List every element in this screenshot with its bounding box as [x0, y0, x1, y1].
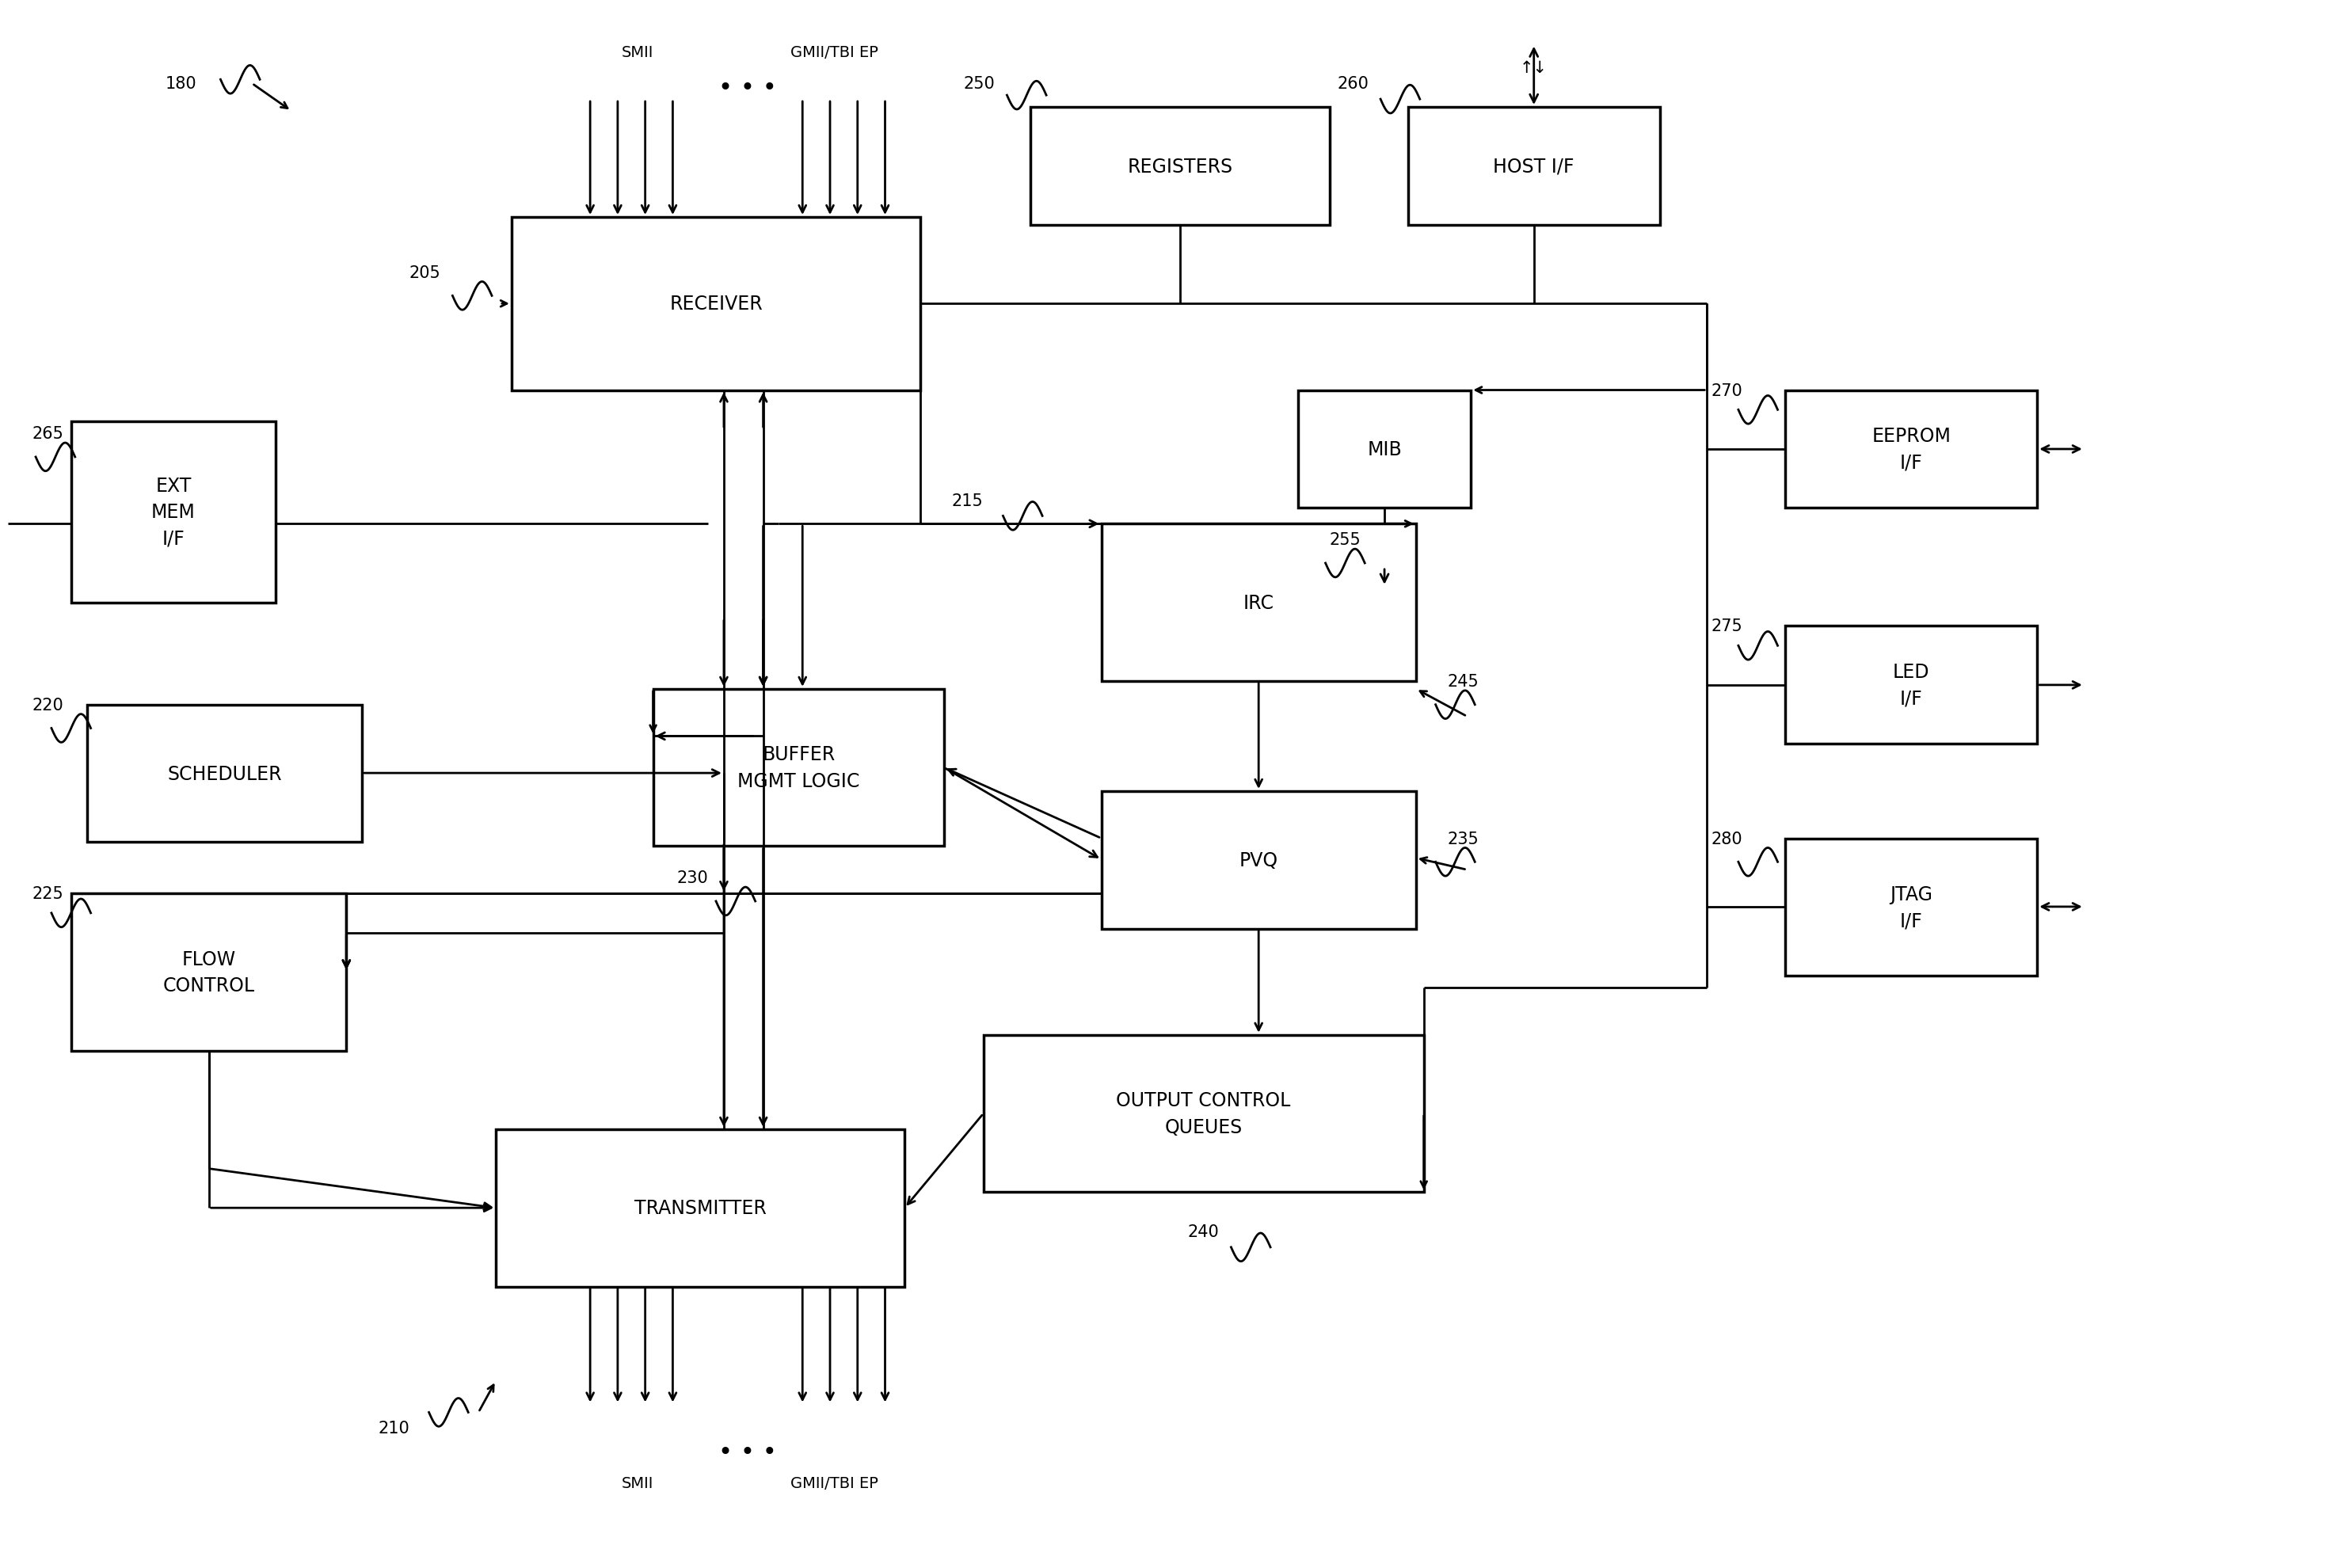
Text: 270: 270: [1711, 383, 1741, 398]
Text: SMII: SMII: [621, 1475, 654, 1491]
Text: SCHEDULER: SCHEDULER: [168, 764, 282, 784]
Text: BUFFER
MGMT LOGIC: BUFFER MGMT LOGIC: [738, 745, 859, 790]
Bar: [1032, 108, 1330, 226]
Text: 230: 230: [677, 870, 707, 886]
Text: 225: 225: [33, 886, 63, 902]
Text: 220: 220: [33, 698, 63, 713]
Text: EXT
MEM
I/F: EXT MEM I/F: [152, 477, 196, 549]
Bar: [654, 690, 943, 847]
Bar: [70, 894, 345, 1051]
Text: 265: 265: [33, 426, 63, 442]
Text: 255: 255: [1330, 532, 1361, 547]
Text: JTAG
I/F: JTAG I/F: [1891, 884, 1933, 930]
Bar: [70, 422, 275, 602]
Text: 235: 235: [1447, 831, 1480, 847]
Text: 275: 275: [1711, 618, 1741, 635]
Text: SMII: SMII: [621, 45, 654, 60]
Text: 245: 245: [1447, 674, 1480, 690]
Bar: [1102, 524, 1417, 682]
Text: 280: 280: [1711, 831, 1741, 847]
Bar: [1102, 792, 1417, 928]
Text: IRC: IRC: [1244, 593, 1274, 613]
Text: RECEIVER: RECEIVER: [670, 295, 763, 314]
Text: 180: 180: [166, 77, 196, 93]
Bar: [86, 706, 362, 842]
Text: REGISTERS: REGISTERS: [1127, 157, 1232, 176]
Text: OUTPUT CONTROL
QUEUES: OUTPUT CONTROL QUEUES: [1116, 1091, 1291, 1137]
Text: ↑↓: ↑↓: [1519, 61, 1547, 77]
Text: TRANSMITTER: TRANSMITTER: [635, 1198, 766, 1217]
Bar: [495, 1129, 906, 1287]
Bar: [1786, 839, 2038, 977]
Text: 240: 240: [1188, 1223, 1218, 1240]
Bar: [1786, 626, 2038, 745]
Text: MIB: MIB: [1368, 441, 1403, 459]
Bar: [511, 218, 920, 390]
Text: EEPROM
I/F: EEPROM I/F: [1872, 426, 1951, 472]
Bar: [983, 1035, 1424, 1192]
Text: LED
I/F: LED I/F: [1893, 663, 1930, 709]
Text: • • •: • • •: [719, 1439, 777, 1463]
Text: GMII/TBI EP: GMII/TBI EP: [789, 45, 878, 60]
Bar: [1407, 108, 1659, 226]
Text: 260: 260: [1337, 77, 1368, 93]
Text: FLOW
CONTROL: FLOW CONTROL: [163, 950, 254, 996]
Text: 215: 215: [952, 492, 983, 508]
Text: 250: 250: [964, 77, 994, 93]
Bar: [1786, 390, 2038, 508]
Text: PVQ: PVQ: [1239, 851, 1279, 870]
Bar: [1298, 390, 1470, 508]
Text: 205: 205: [408, 265, 441, 281]
Text: HOST I/F: HOST I/F: [1494, 157, 1575, 176]
Text: GMII/TBI EP: GMII/TBI EP: [789, 1475, 878, 1491]
Text: 210: 210: [378, 1421, 408, 1436]
Text: • • •: • • •: [719, 77, 777, 99]
